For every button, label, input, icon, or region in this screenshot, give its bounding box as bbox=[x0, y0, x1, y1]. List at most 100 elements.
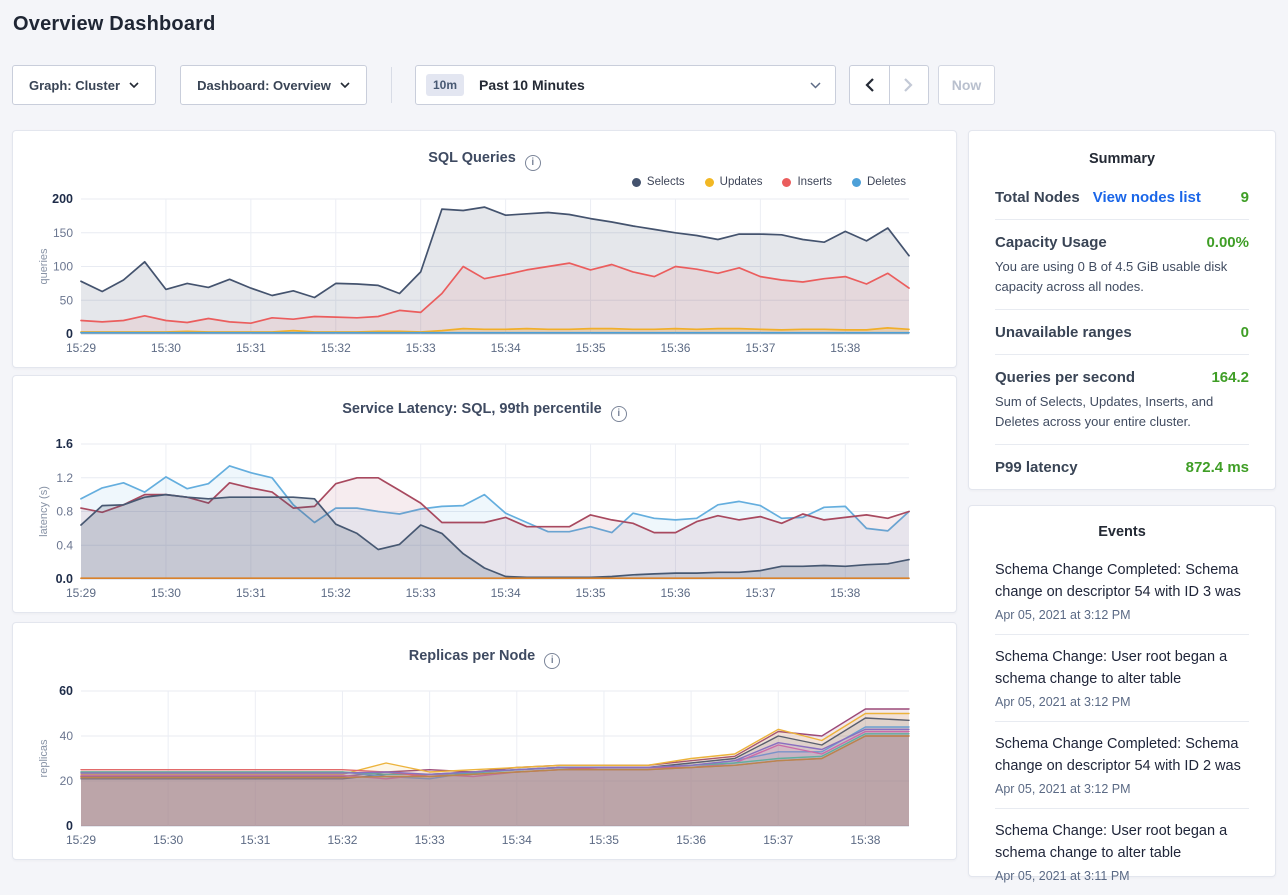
event-timestamp: Apr 05, 2021 at 3:12 PM bbox=[995, 694, 1131, 709]
svg-text:15:30: 15:30 bbox=[151, 586, 181, 600]
svg-text:15:37: 15:37 bbox=[745, 586, 775, 600]
event-item: Schema Change Completed: Schema change o… bbox=[995, 548, 1249, 635]
svg-text:15:32: 15:32 bbox=[321, 586, 351, 600]
summary-row-p99-latency: P99 latency 872.4 ms bbox=[995, 445, 1249, 489]
time-back-button[interactable] bbox=[850, 66, 889, 104]
svg-text:0.8: 0.8 bbox=[56, 505, 73, 519]
svg-text:15:31: 15:31 bbox=[236, 341, 266, 355]
svg-text:0.0: 0.0 bbox=[56, 572, 73, 586]
svg-text:15:38: 15:38 bbox=[830, 341, 860, 355]
summary-row-queries-per-second: Queries per second 164.2 Sum of Selects,… bbox=[995, 355, 1249, 445]
svg-text:0: 0 bbox=[66, 819, 73, 833]
svg-text:15:29: 15:29 bbox=[66, 833, 96, 847]
now-button[interactable]: Now bbox=[938, 65, 995, 105]
chevron-left-icon bbox=[865, 78, 874, 92]
legend-label: Updates bbox=[719, 176, 763, 188]
event-text: Schema Change: User root began a schema … bbox=[995, 822, 1228, 862]
svg-text:15:38: 15:38 bbox=[850, 833, 880, 847]
sql-queries-plot[interactable]: 200 150 100 50 0 15:29 15:30 15:31 15:32 15:33 15:… bbox=[13, 189, 958, 369]
chevron-down-icon bbox=[340, 82, 350, 88]
summary-label: P99 latency bbox=[995, 459, 1078, 476]
chart-plot: 60 40 20 015:29 15:30 15:31 15:32 15:33 15:34 15:… bbox=[38, 684, 910, 847]
legend-item: Selects bbox=[631, 176, 685, 188]
chevron-down-icon bbox=[129, 82, 139, 88]
svg-text:150: 150 bbox=[53, 226, 73, 240]
time-range-selector[interactable]: 10m Past 10 Minutes bbox=[415, 65, 836, 105]
svg-text:40: 40 bbox=[60, 729, 74, 743]
svg-text:1.6: 1.6 bbox=[56, 437, 73, 451]
svg-text:15:32: 15:32 bbox=[327, 833, 357, 847]
svg-text:15:33: 15:33 bbox=[415, 833, 445, 847]
summary-label: Total Nodes bbox=[995, 189, 1080, 206]
chevron-right-icon bbox=[904, 78, 914, 92]
event-item: Schema Change Completed: Schema change o… bbox=[995, 722, 1249, 809]
summary-row-total-nodes: Total Nodes View nodes list 9 bbox=[995, 175, 1249, 220]
svg-text:15:30: 15:30 bbox=[153, 833, 183, 847]
svg-text:queries: queries bbox=[38, 248, 50, 285]
time-range-label: Past 10 Minutes bbox=[479, 77, 585, 93]
event-item: Schema Change: User root began a schema … bbox=[995, 635, 1249, 722]
summary-label: Unavailable ranges bbox=[995, 324, 1132, 341]
svg-text:15:37: 15:37 bbox=[763, 833, 793, 847]
summary-value: 0.00% bbox=[1206, 234, 1249, 251]
info-icon[interactable]: i bbox=[524, 154, 541, 171]
summary-value: 164.2 bbox=[1211, 369, 1249, 386]
legend-item: Inserts bbox=[782, 176, 832, 188]
event-item: Schema Change: User root began a schema … bbox=[995, 809, 1249, 895]
svg-text:15:36: 15:36 bbox=[676, 833, 706, 847]
info-icon[interactable]: i bbox=[610, 405, 627, 422]
svg-text:replicas: replicas bbox=[38, 739, 50, 777]
svg-text:15:33: 15:33 bbox=[406, 586, 436, 600]
svg-text:15:35: 15:35 bbox=[589, 833, 619, 847]
service-latency-plot[interactable]: 1.6 1.2 0.8 0.4 0.0 15:29 15:30 15:31 15:32 15:33… bbox=[13, 434, 958, 614]
dashboard-dropdown[interactable]: Dashboard: Overview bbox=[180, 65, 367, 105]
chart-title: Replicas per Node bbox=[408, 648, 536, 664]
legend-dot bbox=[782, 177, 792, 187]
chart-plot: 1.6 1.2 0.8 0.4 0.015:29 15:30 15:31 15:32 15:33… bbox=[38, 437, 910, 600]
svg-text:15:35: 15:35 bbox=[576, 586, 606, 600]
time-range-badge: 10m bbox=[426, 74, 465, 96]
event-text: Schema Change Completed: Schema change o… bbox=[995, 562, 1241, 601]
time-forward-button[interactable] bbox=[888, 66, 928, 104]
summary-note: You are using 0 B of 4.5 GiB usable disk… bbox=[995, 259, 1228, 294]
chart-plot: 200 150 100 50 015:29 15:30 15:31 15:32 15:33 15:… bbox=[38, 192, 910, 355]
event-timestamp: Apr 05, 2021 at 3:11 PM bbox=[995, 868, 1130, 883]
graph-dropdown-label: Graph: Cluster bbox=[28, 77, 120, 93]
chart-title: SQL Queries bbox=[428, 150, 516, 166]
svg-text:15:34: 15:34 bbox=[491, 341, 521, 355]
summary-value: 0 bbox=[1240, 324, 1249, 341]
events-title: Events bbox=[1098, 524, 1146, 540]
summary-note: Sum of Selects, Updates, Inserts, and De… bbox=[995, 394, 1214, 429]
svg-text:15:36: 15:36 bbox=[660, 586, 690, 600]
summary-row-capacity-usage: Capacity Usage 0.00% You are using 0 B o… bbox=[995, 220, 1249, 310]
summary-label: Capacity Usage bbox=[995, 234, 1107, 251]
replicas-per-node-chart-panel: Replicas per Node i 60 40 20 0 15:29 15:30 15:3… bbox=[12, 622, 957, 860]
svg-text:15:34: 15:34 bbox=[491, 586, 521, 600]
summary-value: 9 bbox=[1240, 189, 1249, 206]
summary-title: Summary bbox=[1088, 151, 1156, 167]
events-panel: Events Schema Change Completed: Schema c… bbox=[968, 505, 1276, 883]
summary-panel: Summary Total Nodes View nodes list 9 Ca… bbox=[968, 130, 1276, 490]
summary-value: 872.4 ms bbox=[1185, 459, 1249, 476]
summary-row-unavailable-ranges: Unavailable ranges 0 bbox=[995, 310, 1249, 355]
page-title: Overview Dashboard bbox=[13, 13, 216, 35]
svg-text:15:35: 15:35 bbox=[576, 341, 606, 355]
svg-text:15:32: 15:32 bbox=[321, 341, 351, 355]
event-timestamp: Apr 05, 2021 at 3:12 PM bbox=[995, 607, 1131, 622]
svg-text:200: 200 bbox=[52, 192, 73, 206]
toolbar-divider bbox=[391, 67, 392, 103]
summary-label: Queries per second bbox=[995, 369, 1136, 386]
svg-text:latency (s): latency (s) bbox=[38, 486, 50, 537]
info-icon[interactable]: i bbox=[544, 652, 561, 669]
replicas-per-node-plot[interactable]: 60 40 20 0 15:29 15:30 15:31 15:32 15:33 15:34 15:… bbox=[13, 681, 958, 861]
svg-text:60: 60 bbox=[59, 684, 73, 698]
svg-text:15:31: 15:31 bbox=[236, 586, 266, 600]
svg-text:15:33: 15:33 bbox=[406, 341, 436, 355]
svg-text:15:36: 15:36 bbox=[660, 341, 690, 355]
legend-item: Deletes bbox=[852, 176, 906, 188]
svg-text:15:29: 15:29 bbox=[66, 341, 96, 355]
graph-dropdown[interactable]: Graph: Cluster bbox=[12, 65, 156, 105]
view-nodes-list-link[interactable]: View nodes list bbox=[1092, 189, 1201, 206]
legend-dot bbox=[704, 177, 714, 187]
svg-text:50: 50 bbox=[60, 293, 74, 307]
